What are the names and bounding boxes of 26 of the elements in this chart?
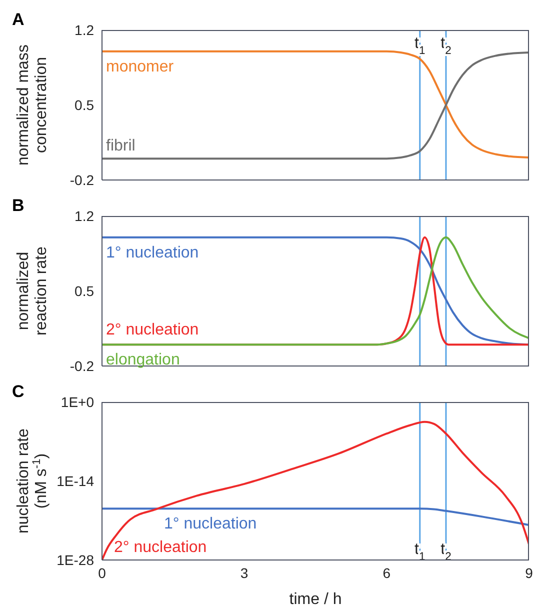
x-tick-label: 6 — [382, 564, 391, 581]
x-axis-title: time / h — [289, 591, 342, 608]
series-label: elongation — [106, 352, 180, 369]
x-tick-label: 3 — [240, 564, 248, 581]
y-tick-label: -0.2 — [70, 172, 94, 188]
chart-title: B — [12, 196, 24, 216]
y-tick-label: -0.2 — [70, 358, 94, 374]
y-tick-label: 1.2 — [74, 208, 94, 224]
y-tick-label: 1.2 — [74, 22, 94, 38]
series-label: 2° nucleation — [114, 539, 207, 556]
y-tick-label: 0.5 — [74, 96, 94, 113]
y-tick-label: 1E+0 — [60, 394, 94, 410]
x-tick-label: 0 — [98, 564, 106, 581]
series-label: 1° nucleation — [106, 244, 199, 262]
y-tick-label: 0.5 — [74, 282, 94, 299]
y-tick-label: 1E-28 — [56, 552, 94, 568]
series-label: 2° nucleation — [106, 322, 199, 339]
y-axis-title: normalized mass concentration — [15, 44, 50, 166]
series-label: fibril — [106, 138, 136, 155]
x-tick-label: 9 — [525, 564, 534, 581]
series-label: monomer — [106, 58, 174, 76]
chart-title: A — [12, 10, 24, 30]
series-label: 1° nucleation — [164, 516, 257, 533]
y-axis-title: normalized reaction rate — [15, 246, 50, 336]
chart-title: C — [12, 382, 24, 402]
y-tick-label: 1E-14 — [56, 472, 94, 489]
